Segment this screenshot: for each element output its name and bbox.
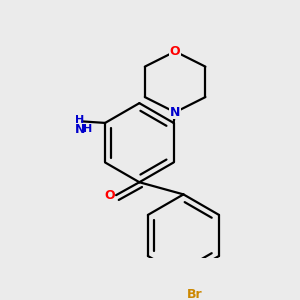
Text: Br: Br [187,288,203,300]
Text: H: H [83,124,92,134]
Text: O: O [170,45,180,58]
Text: N: N [75,123,85,136]
Text: O: O [104,189,115,202]
Text: H: H [75,115,85,125]
Text: N: N [170,106,180,119]
